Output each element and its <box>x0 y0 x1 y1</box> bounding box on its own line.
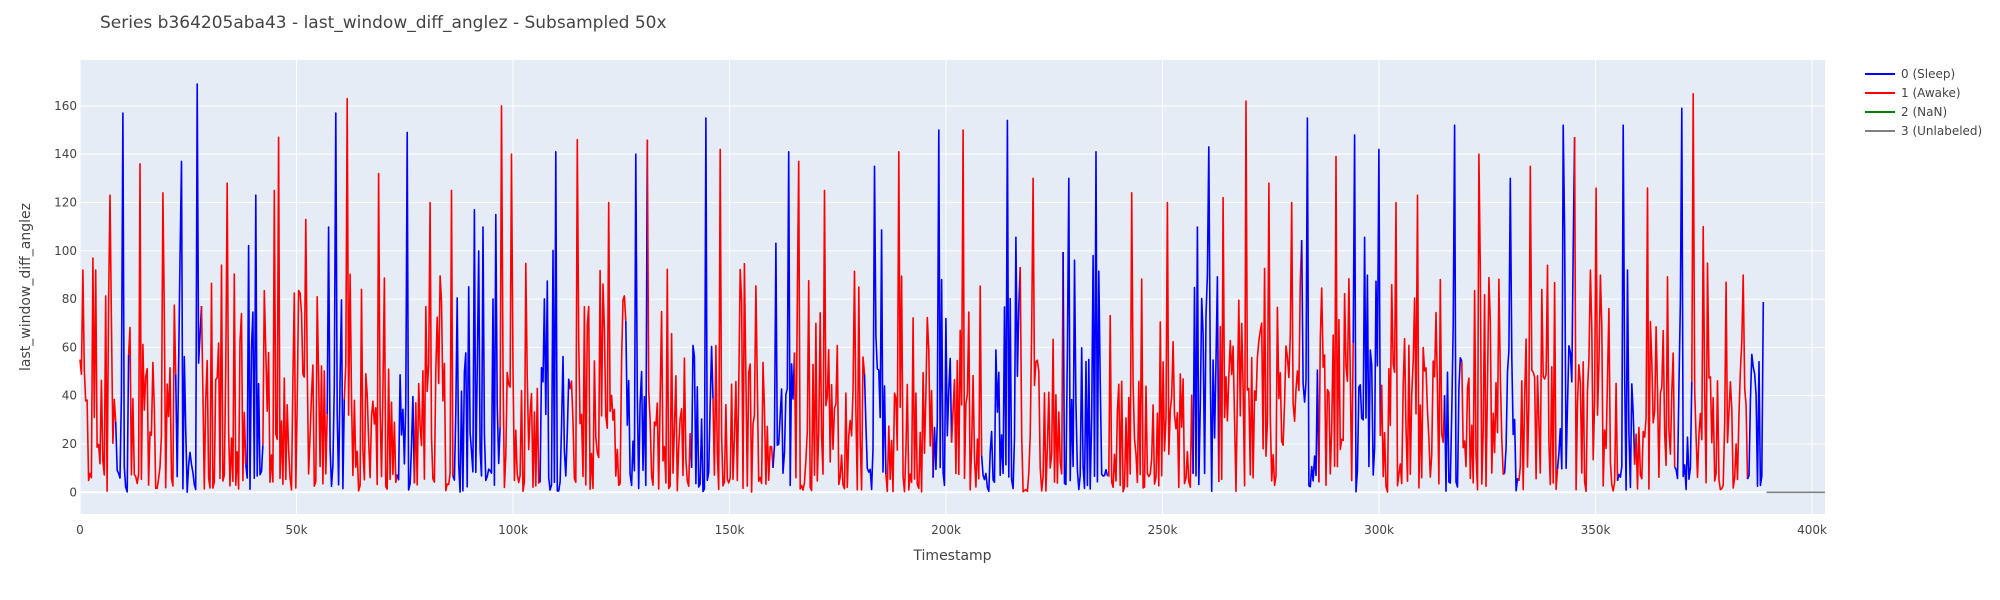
x-axis-title: Timestamp <box>912 548 991 564</box>
y-tick-label: 60 <box>62 340 77 354</box>
series-line-sleep <box>539 151 571 492</box>
series-line-sleep <box>863 165 887 491</box>
legend-label: 2 (NaN) <box>1901 105 1947 119</box>
series-line-awake <box>712 148 774 493</box>
y-tick-label: 40 <box>62 389 77 403</box>
y-tick-label: 0 <box>69 485 77 499</box>
y-tick-label: 20 <box>62 437 77 451</box>
series-line-sleep <box>772 151 796 487</box>
series-line-sleep <box>1616 124 1636 491</box>
legend[interactable]: 0 (Sleep) 1 (Awake) 2 (NaN) 3 (Unlabeled) <box>1865 67 1982 138</box>
x-tick-label: 100k <box>498 523 528 537</box>
series-line-sleep <box>114 112 130 493</box>
x-tick-label: 200k <box>931 523 961 537</box>
series-line-sleep <box>980 119 1021 492</box>
series-line-sleep <box>1443 124 1463 492</box>
series-line-sleep <box>452 208 501 493</box>
x-tick-label: 350k <box>1581 523 1611 537</box>
series-line-awake <box>1218 100 1303 493</box>
series-line-awake <box>1691 93 1749 491</box>
series-line-awake <box>950 129 983 491</box>
series-line-sleep <box>396 131 416 491</box>
legend-item[interactable]: 2 (NaN) <box>1865 105 1947 119</box>
series-lines <box>79 83 1825 494</box>
series-line-awake <box>1318 155 1354 486</box>
series-line-awake <box>343 97 398 492</box>
series-line-awake <box>413 189 454 492</box>
x-tick-label: 50k <box>285 523 307 537</box>
legend-item[interactable]: 1 (Awake) <box>1865 86 1961 100</box>
y-tick-label: 120 <box>54 195 77 209</box>
y-tick-label: 80 <box>62 292 77 306</box>
series-line-awake <box>1633 187 1676 490</box>
series-line-awake <box>569 138 627 490</box>
series-line-awake <box>262 136 328 491</box>
series-line-sleep <box>1746 301 1765 487</box>
y-tick-label: 100 <box>54 244 77 258</box>
series-line-awake <box>1379 194 1446 493</box>
series-line-awake <box>793 160 866 492</box>
x-tick-labels: 0 50k 100k 150k 200k 250k 300k 350k 400k <box>76 523 1827 537</box>
legend-label: 0 (Sleep) <box>1901 67 1955 81</box>
legend-label: 3 (Unlabeled) <box>1901 124 1982 138</box>
series-line-awake <box>200 182 247 490</box>
x-tick-label: 150k <box>715 523 745 537</box>
y-tick-label: 160 <box>54 99 77 113</box>
y-tick-labels: 0 20 40 60 80 100 120 140 160 <box>54 99 77 499</box>
series-line-awake <box>1518 165 1559 491</box>
series-line-awake <box>646 139 693 492</box>
series-line-awake <box>1019 177 1064 493</box>
series-line-sleep <box>1556 124 1576 470</box>
legend-label: 1 (Awake) <box>1901 86 1961 100</box>
x-tick-label: 0 <box>76 523 84 537</box>
series-line-sleep <box>1674 107 1693 491</box>
series-line-sleep <box>245 194 264 490</box>
series-line-sleep <box>932 129 953 487</box>
series-line-sleep <box>326 112 346 490</box>
legend-item[interactable]: 3 (Unlabeled) <box>1865 124 1982 138</box>
legend-item[interactable]: 0 (Sleep) <box>1865 67 1955 81</box>
x-tick-label: 400k <box>1797 523 1827 537</box>
y-tick-label: 140 <box>54 147 77 161</box>
y-axis-title: last_window_diff_anglez <box>18 203 34 371</box>
series-line-awake <box>79 194 117 492</box>
series-line-awake <box>1461 153 1505 491</box>
x-tick-label: 250k <box>1148 523 1178 537</box>
series-line-awake <box>1107 192 1194 493</box>
series-line-awake <box>127 163 177 490</box>
series-line-sleep <box>1300 117 1320 488</box>
series-line-sleep <box>1352 134 1382 493</box>
series-line-awake <box>1573 137 1619 493</box>
series-line-sleep <box>690 117 714 493</box>
series-line-sleep <box>1192 146 1220 492</box>
series-line-sleep <box>1503 177 1520 492</box>
series-line-sleep <box>1062 151 1109 491</box>
series-line-sleep <box>174 83 203 493</box>
series-line-awake <box>885 151 934 493</box>
series-line-awake <box>499 105 541 492</box>
series-line-sleep <box>625 139 649 490</box>
x-tick-label: 300k <box>1364 523 1394 537</box>
chart-title: Series b364205aba43 - last_window_diff_a… <box>100 13 667 33</box>
